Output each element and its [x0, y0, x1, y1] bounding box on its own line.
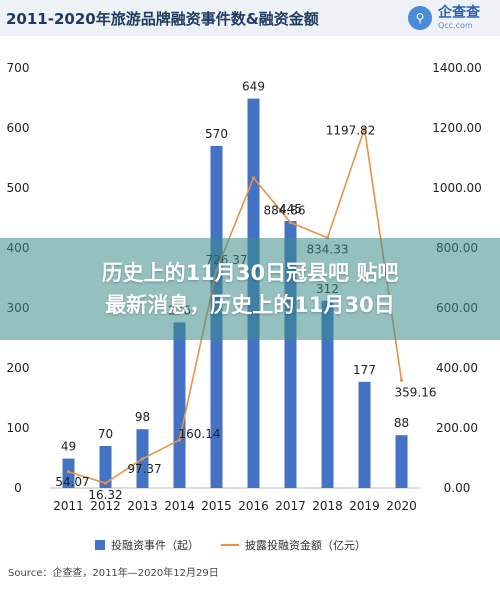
- bar: [173, 322, 186, 488]
- combo-chart: 01002003004005006007000.00200.00400.0060…: [7, 61, 482, 513]
- line-data-label: 160.14: [179, 427, 221, 441]
- bar-data-label: 70: [98, 427, 113, 441]
- x-tick-label: 2015: [201, 499, 232, 513]
- brand-url: Qcc.com: [438, 21, 473, 30]
- line-data-label: 884.86: [264, 204, 306, 218]
- y-right-tick-label: 1200.00: [432, 121, 482, 135]
- y-right-tick-label: 1000.00: [432, 181, 482, 195]
- bar-data-label: 88: [394, 416, 409, 430]
- y-left-tick-label: 0: [14, 481, 22, 495]
- bar-data-label: 445: [279, 202, 302, 216]
- x-tick-label: 2020: [386, 499, 417, 513]
- legend-item-events: 投融资事件（起）: [95, 537, 199, 553]
- headline-line-1: 历史上的11月30日冠县吧 贴吧: [101, 261, 399, 285]
- bar: [358, 381, 371, 488]
- y-left-tick-label: 700: [7, 61, 30, 75]
- line-point: [66, 470, 71, 474]
- magnifier-icon: ⚲: [408, 6, 432, 30]
- line-point: [103, 481, 108, 485]
- bar-data-label: 570: [205, 127, 228, 141]
- y-right-tick-label: 400.00: [436, 361, 478, 375]
- line-point: [399, 378, 404, 382]
- y-left-tick-label: 500: [7, 181, 30, 195]
- headline-overlay: 历史上的11月30日冠县吧 贴吧 最新消息，历史上的11月30日: [0, 238, 500, 340]
- bar: [395, 435, 408, 488]
- legend-item-amount: 披露投融资金额（亿元）: [221, 537, 366, 553]
- amount-line: [68, 128, 403, 484]
- legend-label-events: 投融资事件（起）: [111, 539, 199, 552]
- line-data-label: 16.32: [88, 488, 122, 502]
- legend-swatch-bar: [95, 540, 105, 550]
- y-left-tick-label: 600: [7, 121, 30, 135]
- y-right-tick-label: 0.00: [444, 481, 471, 495]
- x-tick-label: 2013: [127, 499, 158, 513]
- line-point: [177, 438, 182, 442]
- line-point: [362, 127, 367, 131]
- legend-label-amount: 披露投融资金额（亿元）: [245, 539, 366, 552]
- bar: [99, 446, 112, 488]
- legend: 投融资事件（起） 披露投融资金额（亿元）: [0, 534, 500, 556]
- y-left-tick-label: 200: [7, 361, 30, 375]
- x-tick-label: 2019: [349, 499, 380, 513]
- brand-name: 企查查: [438, 5, 480, 21]
- line-point: [288, 220, 293, 225]
- x-tick-label: 2018: [312, 499, 343, 513]
- line-data-label: 1197.82: [326, 124, 376, 138]
- source-note: Source：企查查，2011年—2020年12月29日: [8, 568, 219, 579]
- title-bar: 2011-2020年旅游品牌融资事件数&融资金额 ⚲ 企查查 Qcc.com: [0, 0, 500, 36]
- line-data-label: 359.16: [395, 385, 437, 399]
- bar-data-label: 49: [61, 440, 76, 454]
- headline-line-2: 最新消息，历史上的11月30日: [105, 293, 395, 317]
- x-tick-label: 2011: [53, 499, 84, 513]
- legend-swatch-line: [221, 544, 239, 546]
- chart-title: 2011-2020年旅游品牌融资事件数&融资金额: [6, 10, 319, 28]
- line-data-label: 54.07: [55, 475, 89, 489]
- bar-data-label: 98: [135, 410, 150, 424]
- line-point: [251, 176, 256, 180]
- x-tick-label: 2016: [238, 499, 269, 513]
- bar: [321, 300, 334, 488]
- x-tick-label: 2017: [275, 499, 306, 513]
- x-tick-label: 2012: [90, 499, 121, 513]
- line-data-label: 97.37: [127, 462, 161, 476]
- x-tick-label: 2014: [164, 499, 195, 513]
- bar-data-label: 649: [242, 80, 265, 94]
- brand-logo: ⚲ 企查查 Qcc.com: [408, 6, 480, 30]
- y-right-tick-label: 200.00: [436, 421, 478, 435]
- bar-data-label: 177: [353, 363, 376, 377]
- y-right-tick-label: 1400.00: [432, 61, 482, 75]
- y-left-tick-label: 100: [7, 421, 30, 435]
- line-point: [140, 457, 145, 461]
